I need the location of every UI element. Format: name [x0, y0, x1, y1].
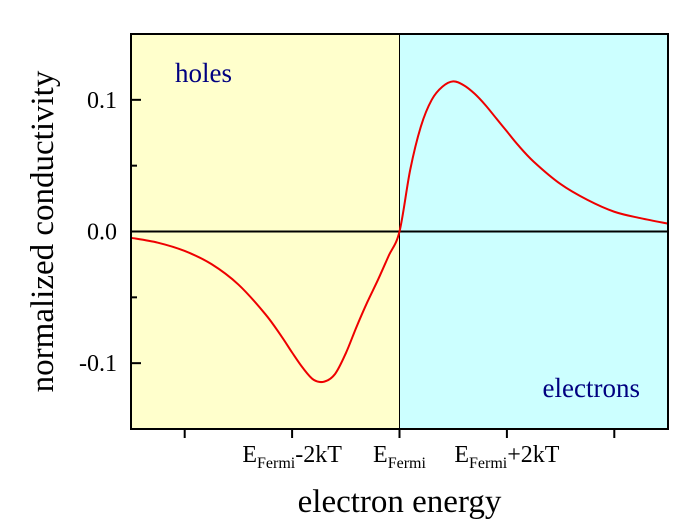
x-tick-label: EFermi [373, 442, 426, 472]
y-tick-label: 0.0 [87, 220, 117, 246]
x-tick-label: EFermi+2kT [454, 442, 559, 472]
y-axis-title: normalized conductivity [25, 70, 61, 392]
region-label-holes: holes [175, 58, 232, 88]
y-tick-label: 0.1 [87, 88, 117, 114]
y-axis-ticks: 0.1 0.0 -0.1 [79, 88, 141, 377]
region-label-electrons: electrons [543, 373, 640, 403]
region-labels: holes electrons [175, 58, 640, 403]
series-lines [130, 80, 669, 384]
x-axis-title: electron energy [298, 484, 502, 520]
x-tick-label: EFermi-2kT [242, 442, 342, 472]
series-line-0 [130, 80, 669, 384]
y-tick-label: -0.1 [79, 351, 117, 377]
x-axis-ticks: EFermi-2kT EFermi EFermi+2kT [183, 429, 616, 472]
